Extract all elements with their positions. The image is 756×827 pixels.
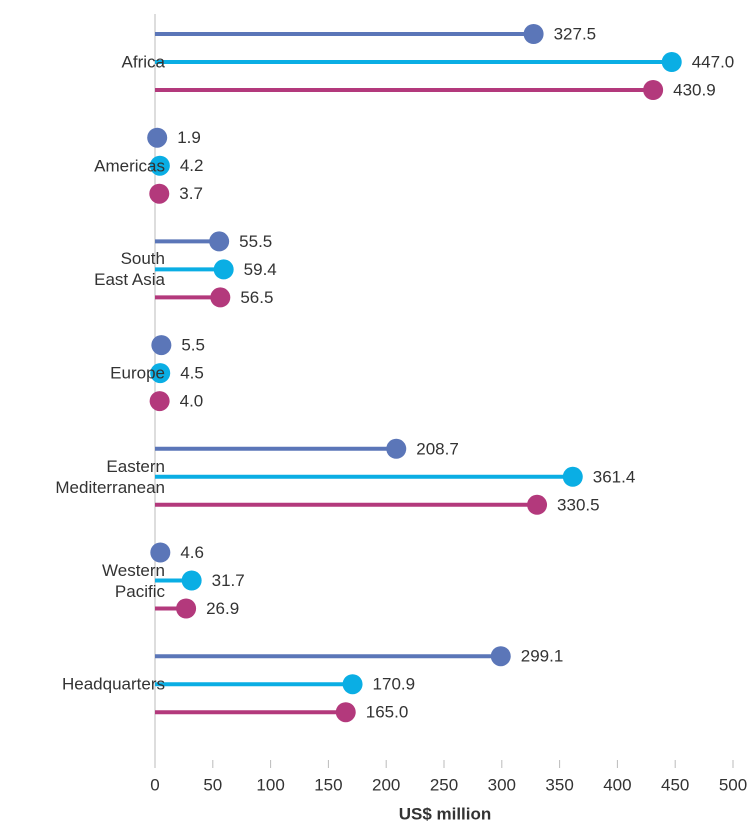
dot	[147, 127, 168, 148]
value-label: 165.0	[366, 703, 409, 722]
value-label: 330.5	[557, 495, 600, 514]
x-tick-label: 300	[488, 775, 516, 794]
value-label: 3.7	[179, 184, 203, 203]
value-label: 299.1	[521, 647, 564, 666]
dot	[523, 24, 544, 44]
x-tick-label: 400	[603, 775, 631, 794]
value-label: 56.5	[240, 288, 273, 307]
x-tick-label: 100	[256, 775, 284, 794]
x-tick-label: 250	[430, 775, 458, 794]
dot	[149, 155, 170, 176]
x-tick-label: 50	[203, 775, 222, 794]
dot	[150, 363, 171, 384]
value-label: 31.7	[212, 571, 245, 590]
value-label: 430.9	[673, 80, 716, 99]
value-label: 327.5	[554, 24, 597, 43]
value-label: 4.5	[180, 364, 204, 383]
value-label: 4.0	[180, 392, 204, 411]
x-tick-label: 500	[719, 775, 747, 794]
value-label: 447.0	[692, 52, 735, 71]
value-label: 208.7	[416, 439, 459, 458]
dot	[213, 259, 234, 280]
dot	[335, 702, 356, 723]
dot	[149, 183, 170, 204]
value-label: 1.9	[177, 128, 201, 147]
dot	[210, 287, 231, 308]
dot	[149, 391, 170, 412]
dot	[643, 80, 664, 100]
dot	[181, 570, 202, 591]
dot	[209, 231, 230, 252]
category-label: Eastern Mediterranean	[55, 456, 165, 497]
value-label: 4.6	[180, 543, 204, 562]
dot	[490, 646, 511, 667]
category-label: Western Pacific	[102, 560, 165, 601]
value-label: 170.9	[373, 675, 416, 694]
dot	[661, 52, 682, 72]
dot	[562, 466, 583, 487]
category-label: Africa	[121, 52, 165, 72]
value-label: 4.2	[180, 156, 204, 175]
x-axis-label: US$ million	[399, 804, 492, 823]
dot	[527, 494, 548, 515]
dot	[176, 598, 197, 619]
value-label: 59.4	[244, 260, 277, 279]
dot	[386, 438, 407, 459]
category-label: Headquarters	[61, 674, 165, 694]
dot	[342, 674, 363, 695]
x-tick-label: 200	[372, 775, 400, 794]
x-tick-label: 350	[545, 775, 573, 794]
value-label: 361.4	[593, 467, 636, 486]
dot	[151, 335, 172, 356]
category-label: Americas	[94, 156, 165, 176]
dot	[150, 542, 171, 563]
value-label: 26.9	[206, 599, 239, 618]
category-label: South East Asia	[94, 249, 165, 290]
x-tick-label: 150	[314, 775, 342, 794]
value-label: 55.5	[239, 232, 272, 251]
x-tick-label: 0	[150, 775, 159, 794]
x-tick-label: 450	[661, 775, 689, 794]
value-label: 5.5	[181, 336, 205, 355]
category-label: Europe	[110, 363, 165, 383]
